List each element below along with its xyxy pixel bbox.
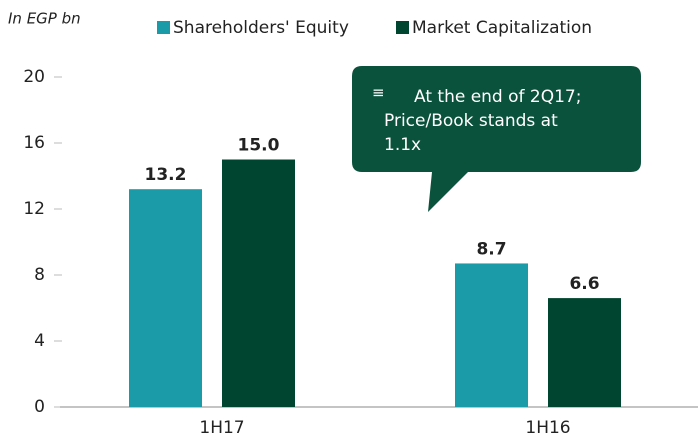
legend-label: Shareholders' Equity [173, 18, 349, 38]
callout-text: 1.1x [384, 135, 421, 155]
y-tick-label: 0 [34, 397, 45, 417]
chart-subtitle: In EGP bn [8, 10, 81, 28]
bar [548, 298, 621, 407]
value-label: 13.2 [145, 165, 187, 185]
callout-icon: ≡ [372, 84, 385, 102]
legend-swatch [157, 21, 170, 34]
y-tick-label: 8 [34, 265, 45, 285]
callout [352, 66, 641, 212]
value-label: 6.6 [569, 274, 599, 294]
value-label: 15.0 [238, 136, 280, 156]
callout-text: Price/Book stands at [384, 111, 558, 131]
bar [455, 263, 528, 407]
x-tick-label: 1H16 [525, 418, 570, 438]
x-tick-label: 1H17 [199, 418, 244, 438]
callout-text: At the end of 2Q17; [414, 87, 581, 107]
legend-label: Market Capitalization [412, 18, 592, 38]
bar [222, 159, 295, 407]
value-label: 8.7 [476, 239, 506, 259]
y-tick-label: 12 [23, 199, 45, 219]
y-tick-label: 16 [23, 133, 45, 153]
legend-swatch [396, 21, 409, 34]
y-tick-label: 4 [34, 331, 45, 351]
y-tick-label: 20 [23, 67, 45, 87]
bar [129, 189, 202, 407]
